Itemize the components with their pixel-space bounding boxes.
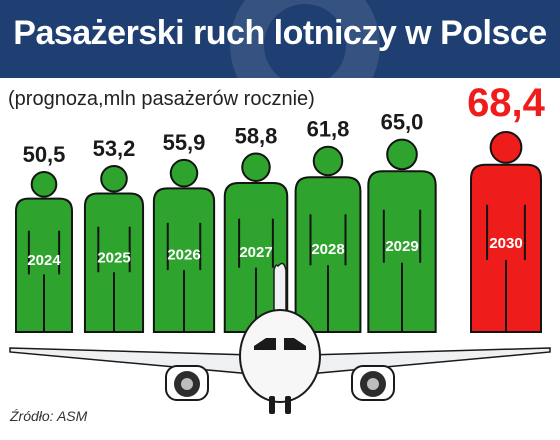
cockpit-window-right xyxy=(284,338,306,350)
value-label: 50,5 xyxy=(23,142,66,167)
category-label: 2024 xyxy=(27,252,61,269)
category-label: 2027 xyxy=(239,244,272,261)
figure-bar xyxy=(83,192,145,333)
page-title: Pasażerski ruch lotniczy w Polsce xyxy=(13,14,547,52)
figure-head xyxy=(241,152,271,182)
figure-head xyxy=(489,131,523,164)
figure-head xyxy=(169,158,199,188)
category-label: 2025 xyxy=(97,249,130,266)
figure-head xyxy=(386,138,418,171)
category-label: 2028 xyxy=(311,241,344,258)
figure-bar xyxy=(15,197,73,333)
right-engine-fan xyxy=(367,378,379,390)
value-label: 55,9 xyxy=(163,130,206,155)
figure-2028: 2028 xyxy=(294,145,362,333)
figure-bar xyxy=(367,170,437,333)
fuselage xyxy=(239,309,321,403)
source-note: Źródło: ASM xyxy=(10,408,88,424)
value-label: 58,8 xyxy=(235,123,278,148)
figure-2026: 2026 xyxy=(152,158,216,333)
cockpit-window-left xyxy=(254,338,276,350)
figure-head xyxy=(30,171,58,198)
figure-bar xyxy=(152,187,216,333)
figure-series: 2024 2025 2026 2027 2028 2029 2030 xyxy=(15,131,542,333)
figure-2027: 2027 xyxy=(223,152,289,333)
left-engine-fan xyxy=(181,378,193,390)
value-label: 68,4 xyxy=(467,81,546,125)
figure-head xyxy=(312,145,344,177)
figure-2030: 2030 xyxy=(470,131,542,333)
value-label: 65,0 xyxy=(381,110,424,135)
category-label: 2029 xyxy=(385,238,418,255)
figure-bar xyxy=(470,163,542,333)
figure-head xyxy=(100,164,128,193)
left-landing-gear xyxy=(269,396,275,414)
figure-2024: 2024 xyxy=(15,171,73,333)
right-landing-gear xyxy=(285,396,291,414)
value-labels: 50,5 53,2 55,9 58,8 61,8 65,0 68,4 xyxy=(23,81,546,167)
category-label: 2026 xyxy=(167,247,200,264)
right-wing xyxy=(307,347,551,375)
value-label: 61,8 xyxy=(307,117,350,142)
figure-bar xyxy=(294,176,362,333)
header-banner: Pasażerski ruch lotniczy w Polsce xyxy=(0,0,560,78)
chart-subtitle: (prognoza,mln pasażerów rocznie) xyxy=(8,88,315,110)
value-label: 53,2 xyxy=(93,136,136,161)
figure-2025: 2025 xyxy=(83,164,145,333)
figure-2029: 2029 xyxy=(367,138,437,333)
airplane-icon xyxy=(9,262,551,414)
left-wing xyxy=(9,347,253,375)
category-label: 2030 xyxy=(489,235,522,252)
